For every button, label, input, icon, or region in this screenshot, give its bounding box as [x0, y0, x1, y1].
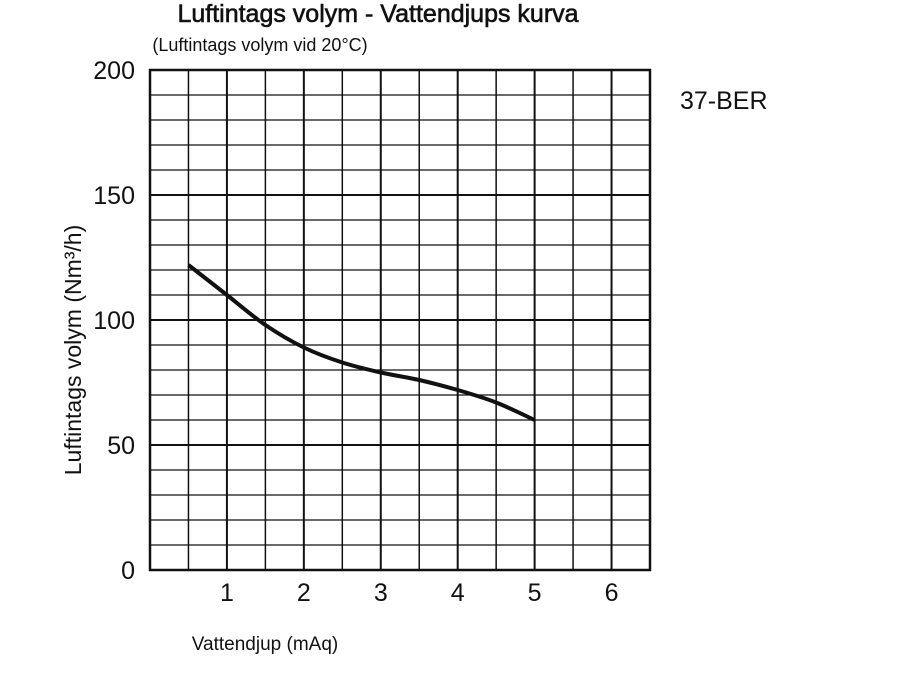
chart-subtitle: (Luftintags volym vid 20°C) [152, 35, 367, 55]
x-axis-label: Vattendjup (mAq) [192, 634, 338, 655]
y-tick-label: 150 [93, 182, 135, 210]
tick-labels: 1 2 3 4 5 6 0 50 100 150 200 [93, 57, 618, 607]
x-tick-label: 4 [451, 579, 465, 607]
x-tick-label: 3 [374, 579, 388, 607]
plot-grid [148, 68, 652, 572]
y-tick-label: 0 [121, 557, 135, 585]
y-axis-label: Luftintags volym (Nm³/h) [60, 225, 86, 476]
x-tick-label: 2 [297, 579, 311, 607]
x-tick-label: 5 [528, 579, 542, 607]
chart-title: Luftintags volym - Vattendjups kurva [177, 0, 578, 28]
data-series [187, 263, 536, 422]
series-line [187, 263, 536, 422]
plot-frame [148, 68, 652, 572]
model-label: 37-BER [680, 87, 768, 115]
y-tick-label: 50 [107, 432, 135, 460]
x-tick-label: 6 [605, 579, 619, 607]
y-tick-label: 100 [93, 307, 135, 335]
y-tick-label: 200 [93, 57, 135, 85]
x-tick-label: 1 [220, 579, 234, 607]
